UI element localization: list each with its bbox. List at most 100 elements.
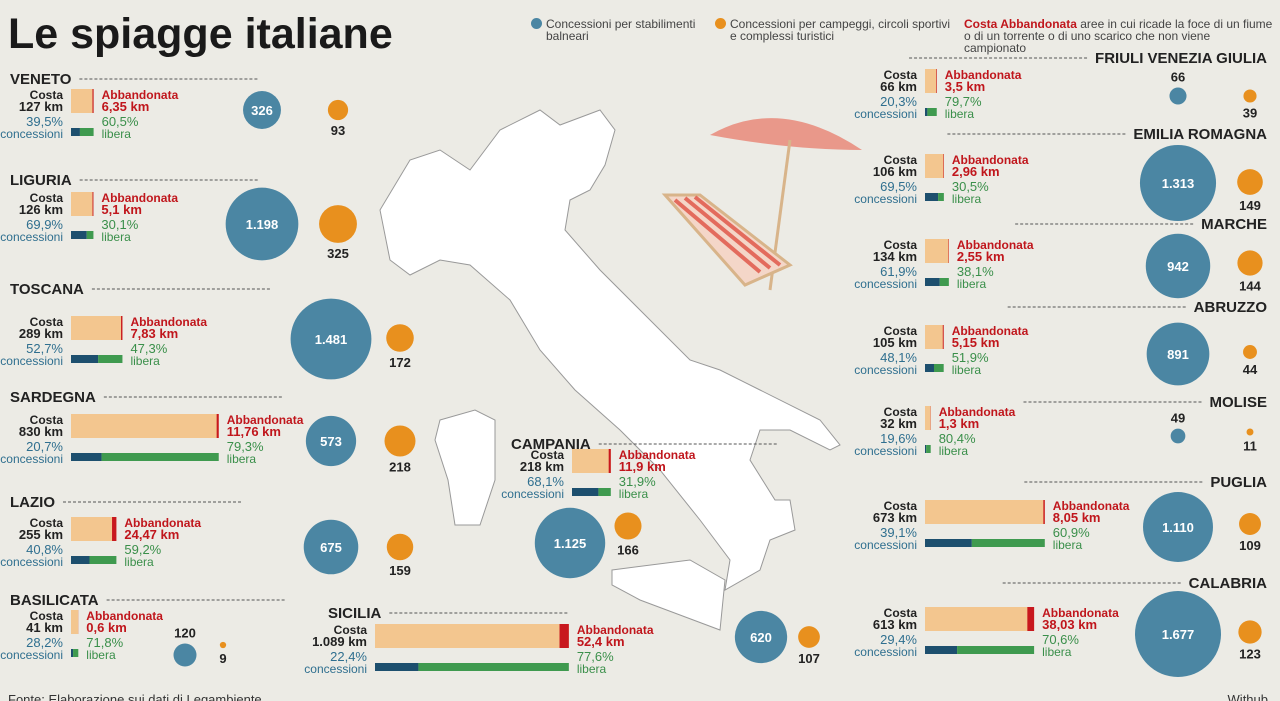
concessions-pct: 39,1% [880, 525, 917, 540]
region-name: VENETO [10, 71, 72, 88]
abbandonata-label: Abbandonata [130, 315, 207, 329]
region-name: LAZIO [10, 494, 55, 511]
region-name: CALABRIA [1189, 575, 1267, 592]
costa-label: Costa [30, 413, 64, 427]
concessions-pct: 19,6% [880, 431, 917, 446]
campeggi-value: 159 [389, 563, 411, 578]
coast-bar [71, 517, 117, 541]
campeggi-circle [327, 99, 349, 121]
free-bar [598, 488, 611, 496]
stabilimenti-value: 891 [1167, 347, 1189, 362]
stabilimenti-value: 66 [1171, 69, 1185, 84]
campeggi-circle [614, 512, 642, 540]
campeggi-circle [1237, 250, 1263, 276]
abbandonata-label: Abbandonata [102, 88, 179, 102]
coast-bar [925, 500, 1045, 524]
abbandonata-label: Abbandonata [1053, 499, 1130, 513]
concessions-pct: 52,7% [26, 341, 63, 356]
abbandonata-label: Abbandonata [86, 609, 163, 623]
abandoned-bar [1027, 607, 1035, 631]
abandoned-km: 6,35 km [102, 99, 150, 114]
campeggi-value: 325 [327, 246, 349, 261]
region-name: ABRUZZO [1194, 299, 1268, 316]
free-bar [418, 663, 569, 671]
abandoned-bar [216, 414, 219, 438]
costa-label: Costa [884, 499, 918, 513]
concessions-pct: 68,1% [527, 474, 564, 489]
stabilimenti-value: 675 [320, 540, 342, 555]
legend-swatch-orange [715, 18, 726, 29]
abandoned-km: 5,15 km [952, 335, 1000, 350]
campeggi-value: 9 [219, 651, 226, 666]
umbrella-illustration [661, 118, 862, 291]
free-pct: 59,2% [124, 542, 161, 557]
coast-bar [71, 414, 219, 438]
free-bar [101, 453, 219, 461]
campeggi-value: 149 [1239, 198, 1261, 213]
campeggi-circle [386, 324, 414, 352]
coast-km: 105 km [873, 335, 917, 350]
abbandonata-label: Abbandonata [945, 68, 1022, 82]
free-bar [939, 278, 949, 286]
concessioni-label: concessioni [0, 230, 63, 244]
libera-label: libera [101, 230, 131, 244]
campeggi-circle [319, 205, 357, 243]
free-pct: 80,4% [939, 431, 976, 446]
free-bar [957, 646, 1035, 654]
region-name: CAMPANIA [511, 436, 591, 453]
abandoned-bar [942, 325, 944, 349]
abandoned-bar [121, 316, 123, 340]
concessions-bar [71, 128, 80, 136]
libera-label: libera [227, 452, 257, 466]
campeggi-value: 11 [1243, 438, 1257, 453]
libera-label: libera [945, 107, 975, 121]
concessions-bar [71, 355, 99, 363]
stabilimenti-circle [243, 91, 281, 129]
campeggi-circle [1238, 620, 1262, 644]
free-bar [98, 355, 123, 363]
coast-bar [572, 449, 611, 473]
costa-label: Costa [884, 238, 918, 252]
coast-bar [375, 624, 569, 648]
free-bar [89, 556, 117, 564]
abandoned-km: 1,3 km [939, 416, 979, 431]
concessions-bar [71, 231, 87, 239]
stabilimenti-value: 1.313 [1162, 176, 1195, 191]
concessions-pct: 20,7% [26, 439, 63, 454]
abbandonata-label: Abbandonata [952, 153, 1029, 167]
concessioni-label: concessioni [0, 555, 63, 569]
legend-swatch-blue [531, 18, 542, 29]
free-pct: 79,7% [945, 94, 982, 109]
free-bar [927, 108, 937, 116]
campeggi-circle [386, 533, 414, 561]
source: Fonte: Elaborazione sui dati di Legambie… [8, 692, 262, 701]
stabilimenti-value: 620 [750, 630, 772, 645]
concessions-bar [925, 364, 934, 372]
campeggi-value: 93 [331, 123, 345, 138]
concessions-bar [71, 556, 90, 564]
stabilimenti-circle [1143, 492, 1213, 562]
stabilimenti-value: 1.481 [315, 332, 348, 347]
libera-label: libera [102, 127, 132, 141]
legend-abbandonata-desc: aree in cui ricade la foce di un fiume o… [964, 17, 1273, 55]
abandoned-km: 24,47 km [124, 527, 179, 542]
map-sicily [611, 559, 726, 631]
deck-chair-stripes [673, 195, 782, 274]
legend-campeggi: Concessioni per campeggi, circoli sporti… [730, 17, 951, 43]
costa-label: Costa [884, 606, 918, 620]
free-pct: 77,6% [577, 649, 614, 664]
free-bar [971, 539, 1045, 547]
abandoned-km: 11,76 km [227, 424, 281, 439]
concessions-pct: 61,9% [880, 264, 917, 279]
stabilimenti-circle [290, 298, 372, 380]
abandoned-bar [943, 154, 944, 178]
campeggi-value: 144 [1239, 279, 1261, 294]
campeggi-value: 218 [389, 460, 411, 475]
stabilimenti-value: 1.198 [246, 217, 279, 232]
campeggi-circle [384, 425, 416, 457]
concessioni-label: concessioni [0, 127, 63, 141]
legend-stabilimenti: Concessioni per stabilimenti balneari [546, 17, 696, 43]
coast-km: 613 km [873, 617, 917, 632]
costa-label: Costa [884, 68, 918, 82]
costa-label: Costa [334, 623, 368, 637]
